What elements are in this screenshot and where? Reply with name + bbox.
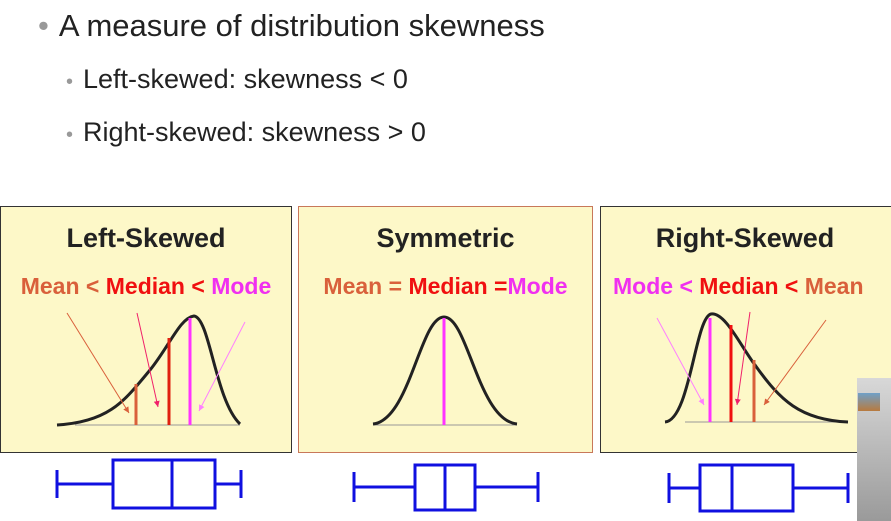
op: < [673, 273, 700, 299]
bullet-main: • A measure of distribution skewness [38, 8, 545, 43]
mode-label: Mode [211, 273, 272, 299]
mean-label: Mean [323, 273, 383, 299]
bullet-text: Left-skewed: skewness < 0 [83, 64, 408, 94]
boxplot-symmetric [352, 463, 540, 512]
right-skew-curve [656, 311, 849, 424]
op: = [487, 273, 508, 299]
arrow [763, 319, 827, 406]
arrow [66, 312, 130, 414]
bullet-sub-1: • Left-skewed: skewness < 0 [66, 64, 408, 94]
arrow [656, 317, 705, 406]
symmetric-curve [372, 315, 518, 426]
panel-left-skewed: Left-Skewed Mean < Median < Mode [0, 206, 292, 453]
panel-title: Symmetric [376, 223, 515, 253]
op: < [79, 273, 106, 299]
mode-label: Mode [613, 273, 674, 299]
relation: Mean = Median =Mode [299, 273, 592, 300]
op: < [778, 273, 805, 299]
panel-right-skewed: Right-Skewed Mode < Median < Mean [600, 206, 891, 453]
left-skew-curve [56, 312, 246, 427]
op: < [184, 273, 212, 299]
bullet-text: Right-skewed: skewness > 0 [83, 117, 426, 147]
arrow [734, 311, 751, 406]
relation: Mean < Median < Mode [1, 273, 291, 300]
median-label: Median [699, 273, 779, 299]
webcam-wall-picture [858, 393, 880, 411]
panel-title: Right-Skewed [655, 223, 835, 253]
arrow [198, 321, 246, 412]
median-label: Median [408, 273, 488, 299]
op: = [382, 273, 409, 299]
mode-label: Mode [507, 273, 568, 299]
mean-label: Mean [20, 273, 80, 299]
bullet-text: A measure of distribution skewness [58, 8, 545, 43]
median-label: Median [105, 273, 185, 299]
mean-label: Mean [804, 273, 864, 299]
boxplot-left [55, 458, 243, 510]
panel-title: Left-Skewed [66, 223, 226, 253]
relation: Mode < Median < Mean [613, 273, 891, 300]
arrow [136, 312, 160, 408]
boxplot-right [667, 463, 850, 513]
bullet-sub-2: • Right-skewed: skewness > 0 [66, 117, 426, 147]
